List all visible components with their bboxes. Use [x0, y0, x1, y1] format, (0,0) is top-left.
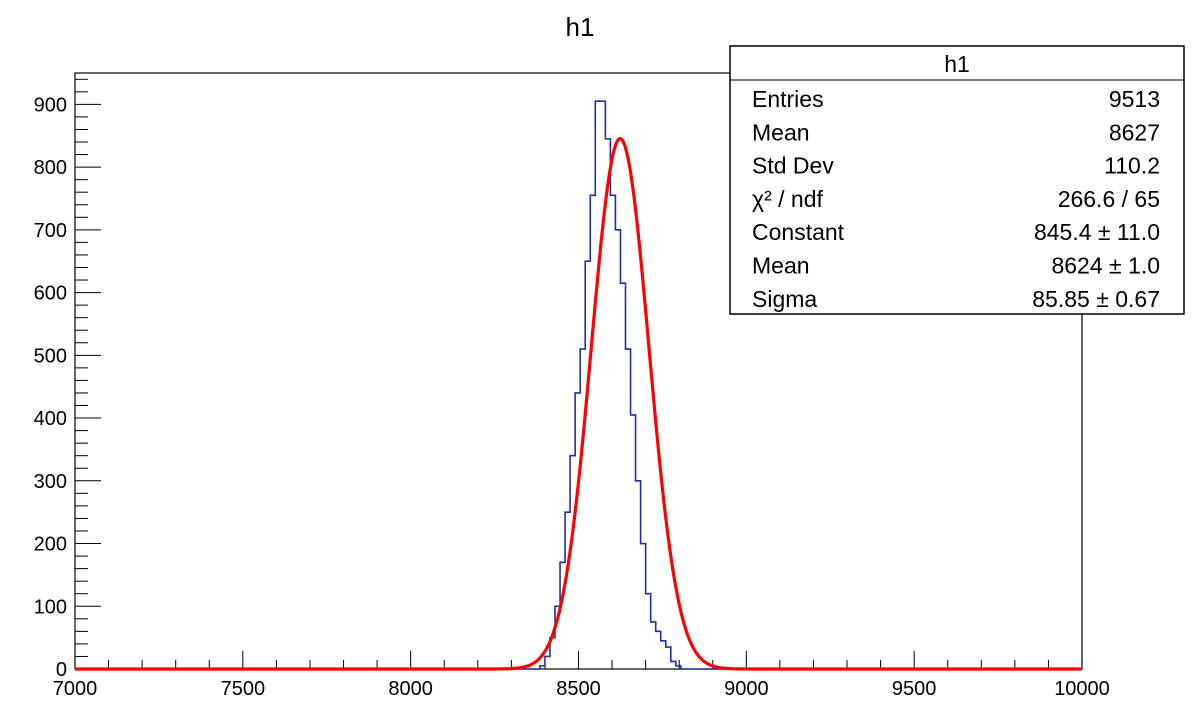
x-tick-label: 7000 [53, 678, 98, 700]
stats-box-frame [729, 45, 1185, 315]
y-tick-label: 800 [34, 157, 67, 179]
x-tick-label: 7500 [221, 678, 266, 700]
histogram-bin [600, 101, 605, 669]
stats-row-label: Sigma [752, 286, 817, 312]
stats-row-label: Mean [752, 119, 810, 145]
x-tick-label: 8000 [388, 678, 433, 700]
gaussian-fit [74, 137, 1083, 671]
histogram-bin [590, 195, 595, 669]
histogram-bin [615, 230, 620, 669]
stats-row-label: χ² / ndf [752, 186, 823, 212]
stats-row-value: 110.2 [1104, 153, 1160, 179]
stats-row-value: 8624 ± 1.0 [1051, 253, 1160, 279]
histogram-bin [605, 139, 610, 669]
y-tick-label: 100 [34, 596, 67, 618]
x-tick-label: 8500 [556, 678, 601, 700]
y-tick-label: 0 [56, 659, 67, 681]
stats-box-title: h1 [944, 51, 970, 77]
histogram-bin [610, 195, 615, 669]
chart-title: h1 [566, 12, 595, 42]
stats-row-value: 845.4 ± 11.0 [1034, 219, 1160, 245]
x-tick-label: 9500 [892, 678, 937, 700]
y-tick-label: 400 [34, 408, 67, 430]
stats-row-value: 266.6 / 65 [1058, 186, 1160, 212]
x-tick-label: 10000 [1054, 678, 1110, 700]
axes: 7000 7500 8000 8500 9000 9500 10000 0 100 200 300 4… [34, 78, 1110, 700]
y-tick-label: 600 [34, 283, 67, 305]
stats-row-label: Mean [752, 253, 810, 279]
stats-row-label: Constant [752, 219, 845, 245]
x-tick-label: 9000 [724, 678, 769, 700]
stats-row-label: Std Dev [752, 153, 834, 179]
stats-row-label: Entries [752, 86, 824, 112]
y-tick-label: 900 [34, 94, 67, 116]
stats-row-value: 85.85 ± 0.67 [1032, 286, 1160, 312]
stats-row-value: 9513 [1109, 86, 1160, 112]
stats-box: h1 Entries 9513 Mean 8627 Std Dev 110.2 χ² / n… [729, 45, 1185, 315]
y-tick-label: 500 [34, 345, 67, 367]
y-tick-label: 200 [34, 534, 67, 556]
histogram-bin [580, 349, 585, 669]
stats-row-value: 8627 [1109, 119, 1160, 145]
y-tick-label: 700 [34, 220, 67, 242]
y-tick-label: 300 [34, 471, 67, 493]
fit-curve-line [74, 137, 1083, 671]
